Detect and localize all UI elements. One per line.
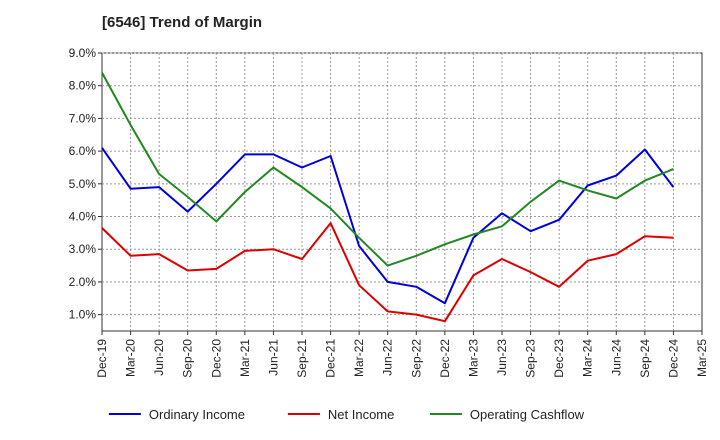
x-tick-label: Mar-22 [352,339,366,377]
legend-label-net-income: Net Income [328,407,394,422]
legend-label-ordinary-income: Ordinary Income [149,407,245,422]
x-tick-label: Mar-24 [581,339,595,377]
x-tick-label: Mar-21 [238,339,252,377]
y-tick-label: 2.0% [69,275,97,289]
plot-area [101,52,703,332]
y-tick-label: 5.0% [69,177,97,191]
x-tick-label: Jun-21 [266,339,280,376]
x-tick-label: Jun-24 [609,339,623,376]
x-tick-label: Mar-23 [466,339,480,377]
x-tick-label: Sep-20 [181,339,195,378]
series-lines [101,72,675,323]
x-tick-label: Dec-19 [95,339,109,378]
legend: Ordinary Income Net Income Operating Cashf… [108,407,585,422]
x-tick-label: Mar-20 [124,339,138,377]
x-tick-label: Sep-24 [638,339,652,378]
x-tick-label: Dec-22 [438,339,452,378]
ordinary-income-line [101,147,675,305]
grid-lines [102,52,702,331]
operating-cashflow-line [101,72,674,267]
x-tick-label: Dec-21 [324,339,338,378]
chart-title: [6546] Trend of Margin [102,14,263,31]
net-income-line [101,222,674,323]
x-tick-label: Jun-20 [152,339,166,376]
y-axis-ticks: 1.0% 2.0% 3.0% 4.0% 5.0% 6.0% 7.0% 8.0% 9.0% [69,46,102,322]
x-tick-label: Sep-22 [409,339,423,378]
y-tick-label: 6.0% [69,144,97,158]
y-tick-label: 1.0% [69,308,97,322]
x-tick-label: Sep-21 [295,339,309,378]
x-tick-label: Dec-24 [666,339,680,378]
x-tick-label: Dec-20 [209,339,223,378]
legend-label-operating-cashflow: Operating Cashflow [470,407,585,422]
y-tick-label: 4.0% [69,210,97,224]
x-tick-label: Mar-25 [695,339,709,377]
y-tick-label: 3.0% [69,242,97,256]
y-tick-label: 9.0% [69,46,97,60]
x-tick-label: Dec-23 [552,339,566,378]
x-tick-label: Sep-23 [524,339,538,378]
x-axis-ticks: Dec-19 Mar-20 Jun-20 Sep-20 Dec-20 Mar-21 Jun-… [95,331,709,378]
x-tick-label: Jun-23 [495,339,509,376]
y-tick-label: 7.0% [69,111,97,125]
x-tick-label: Jun-22 [381,339,395,376]
y-tick-label: 8.0% [69,79,97,93]
